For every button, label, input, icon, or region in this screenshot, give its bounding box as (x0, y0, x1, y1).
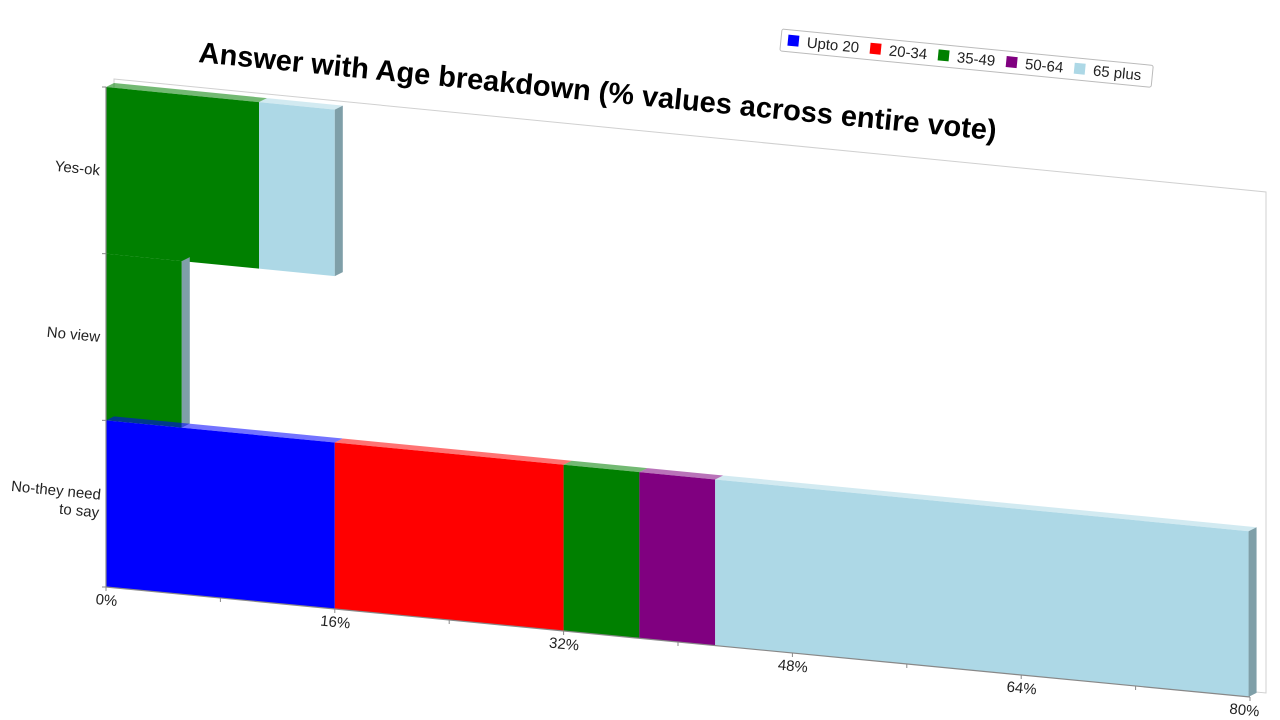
bar-segment-top (106, 416, 343, 443)
x-tick-label: 32% (548, 635, 580, 655)
bar-segment-front (106, 87, 260, 269)
axes-group: Yes-ok No view No-they needto say 0% 16% 32% 4… (9, 86, 1261, 720)
bar-segment (715, 475, 1257, 697)
x-tick-label: 16% (319, 613, 351, 633)
legend-label: Upto 20 (806, 35, 860, 57)
bar-segment (259, 98, 343, 277)
legend-item: 50-64 (1005, 56, 1064, 77)
category-label: No view (46, 324, 101, 346)
bar-segment (106, 416, 343, 609)
bar-segment-top (259, 98, 343, 110)
bar-segment-front (639, 472, 716, 646)
bar-segment-top (715, 475, 1257, 532)
legend-label: 20-34 (888, 43, 928, 64)
bar-segment-top (106, 249, 190, 262)
legend-label: 65 plus (1092, 63, 1142, 85)
bar-segment (563, 460, 648, 639)
bar-segment-front (106, 420, 335, 609)
legend-item: 35-49 (937, 49, 996, 70)
x-tick-label: 64% (1006, 679, 1038, 699)
legend-item: 65 plus (1073, 62, 1142, 85)
bar-segment (639, 468, 724, 646)
x-tick-label: 48% (777, 657, 809, 677)
bar-segment-front (259, 102, 335, 277)
x-tick-label: 80% (1229, 701, 1261, 720)
legend-label: 35-49 (956, 49, 996, 70)
legend-item: Upto 20 (787, 34, 860, 57)
x-tick-label: 0% (95, 591, 118, 610)
legend-swatch (1073, 62, 1086, 75)
legend-item: 20-34 (869, 42, 928, 64)
legend-swatch (787, 34, 800, 47)
bar-end-side (1248, 527, 1257, 697)
legend-swatch (869, 42, 882, 55)
category-label: No-they needto say (9, 478, 103, 522)
legend-swatch (1005, 56, 1018, 69)
bar-segment (106, 249, 190, 428)
bar-end-side (181, 257, 190, 428)
legend: Upto 20 20-34 35-49 50-64 65 plus (779, 28, 1154, 88)
bar-segment-front (563, 464, 640, 639)
bar-segment (334, 438, 572, 631)
category-label: Yes-ok (54, 158, 101, 179)
legend-label: 50-64 (1024, 56, 1064, 77)
bar-segment-front (106, 253, 182, 428)
bar-end-side (334, 105, 343, 277)
bar-segment (106, 83, 268, 269)
bar-segment-top (334, 438, 572, 465)
bar-segment-front (715, 479, 1249, 697)
bar-segment-top (639, 468, 724, 480)
legend-swatch (937, 49, 950, 62)
bar-segment-top (106, 83, 268, 103)
bars-group (106, 83, 1257, 697)
bar-segment-top (563, 460, 648, 473)
bar-segment-front (334, 442, 564, 631)
